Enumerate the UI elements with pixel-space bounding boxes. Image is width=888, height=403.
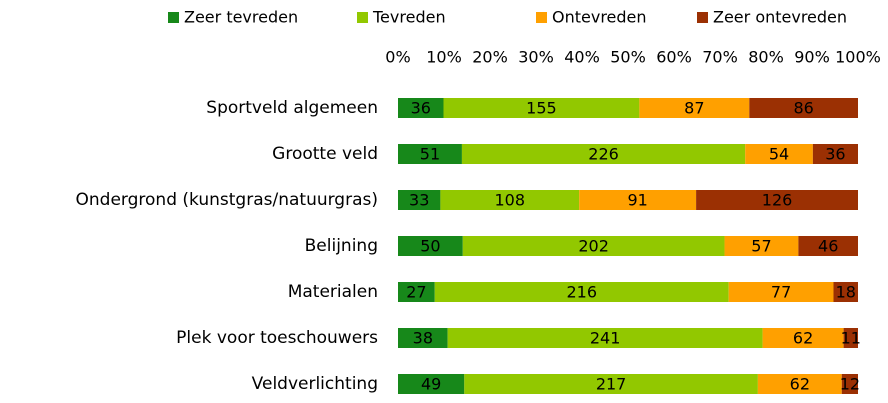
legend-swatch: [357, 12, 368, 23]
bar-segment: [724, 236, 799, 256]
x-tick-label: 60%: [656, 48, 692, 67]
data-label: 36: [411, 99, 431, 118]
data-label: 62: [790, 375, 810, 394]
bar-segment: [398, 282, 435, 302]
data-label: 202: [578, 237, 609, 256]
x-tick-label: 70%: [702, 48, 738, 67]
legend-label: Ontevreden: [552, 8, 647, 27]
x-tick-label: 20%: [472, 48, 508, 67]
bar-segment: [749, 98, 858, 118]
data-label: 49: [421, 375, 441, 394]
data-label: 155: [526, 99, 557, 118]
category-label: Sportveld algemeen: [206, 98, 378, 118]
bar-segment: [434, 282, 729, 302]
bar-segment: [461, 144, 746, 164]
data-label: 33: [409, 191, 429, 210]
x-tick-label: 100%: [835, 48, 881, 67]
x-tick-label: 30%: [518, 48, 554, 67]
bar-segment: [798, 236, 858, 256]
data-label: 51: [420, 145, 440, 164]
bar-segment: [843, 328, 858, 348]
bar-segment: [833, 282, 858, 302]
legend-swatch: [536, 12, 547, 23]
category-label: Grootte veld: [272, 144, 378, 164]
category-label: Plek voor toeschouwers: [176, 328, 378, 348]
bar-segment: [464, 374, 758, 394]
data-label: 62: [793, 329, 813, 348]
category-label: Belijning: [305, 236, 378, 256]
x-tick-label: 10%: [426, 48, 462, 67]
legend-label: Zeer tevreden: [184, 8, 298, 27]
bar-segment: [398, 236, 463, 256]
data-label: 241: [590, 329, 621, 348]
bar-segment: [757, 374, 842, 394]
bar-segment: [762, 328, 844, 348]
data-label: 54: [769, 145, 789, 164]
data-label: 11: [841, 329, 861, 348]
category-label: Materialen: [288, 282, 378, 302]
x-tick-label: 40%: [564, 48, 600, 67]
bar-segment: [639, 98, 750, 118]
bar-segment: [579, 190, 697, 210]
data-label: 108: [495, 191, 526, 210]
bar-segment: [398, 144, 462, 164]
data-label: 87: [684, 99, 704, 118]
data-label: 226: [588, 145, 619, 164]
bar-segment: [812, 144, 858, 164]
data-label: 216: [566, 283, 597, 302]
data-label: 12: [840, 375, 860, 394]
bar-segment: [398, 374, 465, 394]
x-tick-label: 80%: [748, 48, 784, 67]
data-label: 57: [751, 237, 771, 256]
category-label: Veldverlichting: [252, 374, 378, 394]
data-label: 18: [836, 283, 856, 302]
x-tick-label: 0%: [385, 48, 410, 67]
data-label: 38: [413, 329, 433, 348]
bar-segment: [728, 282, 834, 302]
bar-segment: [841, 374, 858, 394]
bar-segment: [398, 98, 444, 118]
data-label: 46: [818, 237, 838, 256]
bar-segment: [745, 144, 813, 164]
x-tick-label: 50%: [610, 48, 646, 67]
legend-label: Tevreden: [372, 8, 446, 27]
data-label: 91: [627, 191, 647, 210]
data-label: 50: [420, 237, 440, 256]
plot: 36 155 87 86 51 226 54 36 33 108 91 126 50 202 57 46 27 2…: [398, 98, 861, 394]
bar-segment: [696, 190, 858, 210]
data-label: 217: [596, 375, 627, 394]
data-label: 126: [762, 191, 793, 210]
legend-label: Zeer ontevreden: [713, 8, 847, 27]
data-label: 36: [825, 145, 845, 164]
bar-segment: [398, 190, 441, 210]
data-label: 27: [406, 283, 426, 302]
category-label: Ondergrond (kunstgras/natuurgras): [76, 190, 378, 210]
data-label: 77: [771, 283, 791, 302]
bar-segment: [447, 328, 763, 348]
legend-swatch: [168, 12, 179, 23]
x-tick-label: 90%: [794, 48, 830, 67]
bar-segment: [398, 328, 448, 348]
legend-swatch: [697, 12, 708, 23]
bar-segment: [462, 236, 725, 256]
data-label: 86: [793, 99, 813, 118]
bar-segment: [443, 98, 640, 118]
bar-segment: [440, 190, 580, 210]
